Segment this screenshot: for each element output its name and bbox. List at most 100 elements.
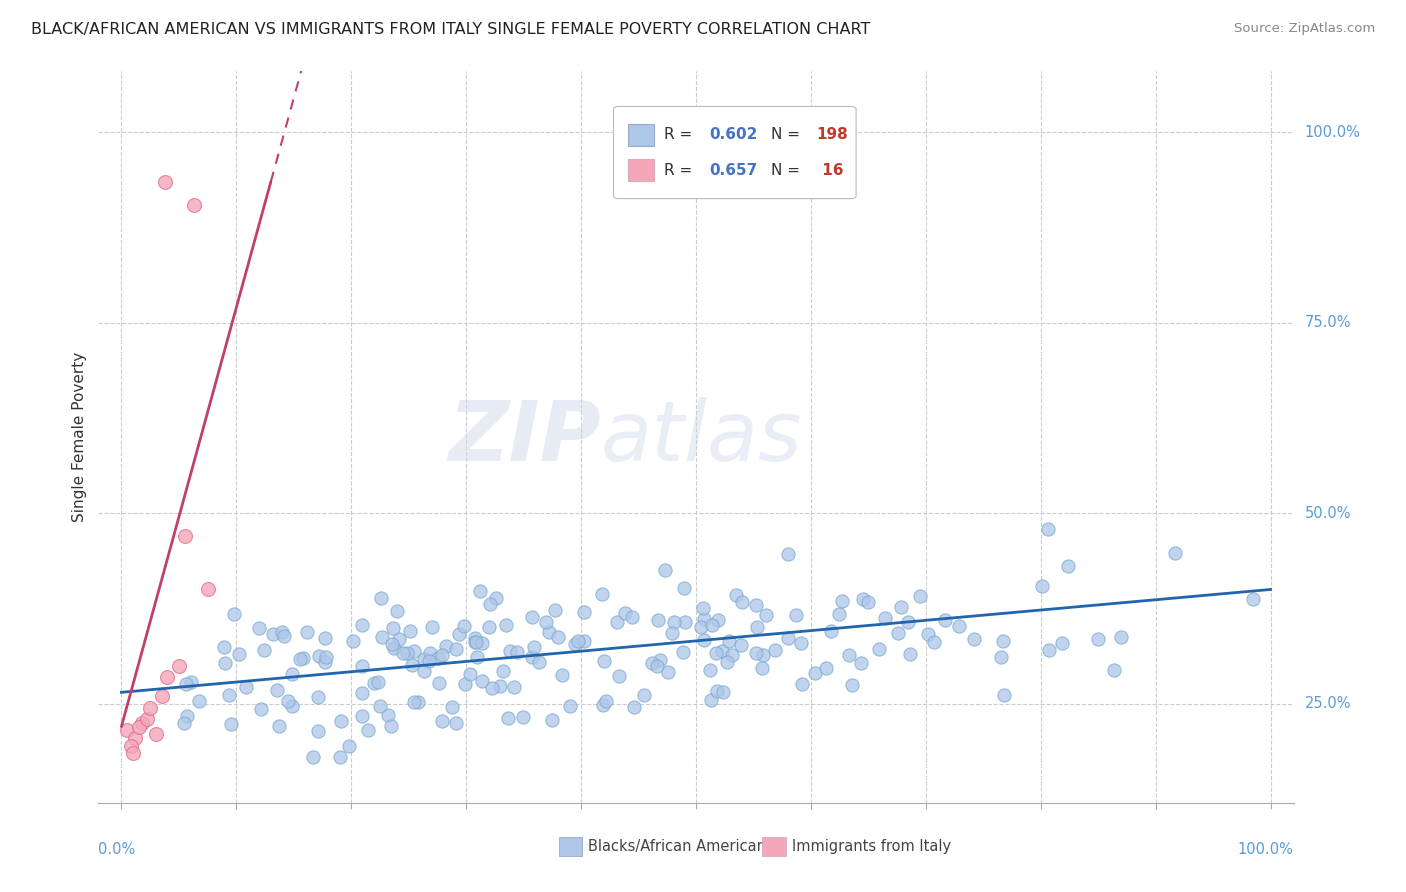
Point <box>406 695 429 709</box>
Point <box>1036 522 1059 536</box>
Point <box>572 605 595 619</box>
Point <box>470 584 492 599</box>
Point <box>672 645 695 659</box>
Point <box>917 627 939 641</box>
Text: R =: R = <box>664 162 697 178</box>
Point <box>551 668 574 682</box>
Point <box>329 750 352 764</box>
Point <box>453 618 475 632</box>
Point <box>267 719 290 733</box>
Point <box>716 655 738 669</box>
Point <box>838 648 860 662</box>
Point <box>897 615 920 629</box>
Point <box>350 617 373 632</box>
Point <box>391 647 413 661</box>
Point <box>693 612 716 626</box>
Point <box>607 669 630 683</box>
Point <box>384 640 406 655</box>
Text: 198: 198 <box>817 128 848 143</box>
Point <box>673 615 696 630</box>
Point <box>465 650 488 665</box>
Text: 50.0%: 50.0% <box>1305 506 1351 521</box>
Point <box>315 649 337 664</box>
Point <box>444 642 467 657</box>
Text: BLACK/AFRICAN AMERICAN VS IMMIGRANTS FROM ITALY SINGLE FEMALE POVERTY CORRELATIO: BLACK/AFRICAN AMERICAN VS IMMIGRANTS FRO… <box>31 22 870 37</box>
Point <box>661 625 683 640</box>
FancyBboxPatch shape <box>628 159 654 181</box>
Point <box>180 675 202 690</box>
Point <box>381 621 404 635</box>
Point <box>352 709 374 723</box>
Text: 100.0%: 100.0% <box>1305 125 1361 140</box>
Point <box>419 646 441 660</box>
Point <box>314 656 336 670</box>
Point <box>485 591 508 606</box>
Point <box>197 582 219 597</box>
Point <box>219 717 242 731</box>
Point <box>873 611 896 625</box>
Point <box>454 677 477 691</box>
Point <box>506 645 529 659</box>
Point <box>122 746 145 760</box>
Point <box>481 681 503 696</box>
Point <box>700 618 723 632</box>
Point <box>218 688 240 702</box>
Text: 0.602: 0.602 <box>709 128 758 143</box>
Point <box>778 632 800 646</box>
Point <box>153 175 176 189</box>
Point <box>752 648 775 663</box>
Point <box>363 675 385 690</box>
Point <box>367 674 389 689</box>
Point <box>402 644 425 658</box>
Point <box>128 720 150 734</box>
Point <box>887 626 910 640</box>
Point <box>924 635 946 649</box>
Point <box>150 689 173 703</box>
Y-axis label: Single Female Poverty: Single Female Poverty <box>72 352 87 522</box>
Point <box>253 643 276 657</box>
Point <box>396 646 419 660</box>
Point <box>908 590 931 604</box>
Point <box>527 655 550 669</box>
Point <box>498 711 520 725</box>
Point <box>560 698 582 713</box>
Point <box>1109 631 1132 645</box>
Point <box>302 750 325 764</box>
Point <box>730 638 752 652</box>
Point <box>330 714 353 728</box>
Point <box>295 624 318 639</box>
Point <box>711 685 734 699</box>
Point <box>495 617 517 632</box>
Point <box>657 665 679 679</box>
Point <box>145 727 167 741</box>
Point <box>429 675 451 690</box>
Text: atlas: atlas <box>600 397 801 477</box>
Point <box>804 665 827 680</box>
Point <box>370 591 392 605</box>
Point <box>115 723 138 738</box>
Point <box>135 712 157 726</box>
Point <box>381 637 404 651</box>
Point <box>432 648 454 663</box>
Point <box>350 686 373 700</box>
Point <box>262 626 284 640</box>
Point <box>377 707 399 722</box>
Point <box>388 632 411 647</box>
Point <box>572 634 595 648</box>
Point <box>174 677 197 691</box>
Point <box>188 694 211 708</box>
Point <box>993 688 1015 702</box>
Point <box>401 657 423 672</box>
Point <box>224 607 246 622</box>
Point <box>183 197 205 211</box>
Point <box>1031 579 1053 593</box>
Point <box>852 591 875 606</box>
Point <box>934 613 956 627</box>
Point <box>249 701 271 715</box>
Point <box>308 648 330 663</box>
Point <box>173 716 195 731</box>
Point <box>131 715 153 730</box>
Point <box>1164 545 1187 559</box>
Point <box>595 694 617 708</box>
Point <box>434 639 457 653</box>
